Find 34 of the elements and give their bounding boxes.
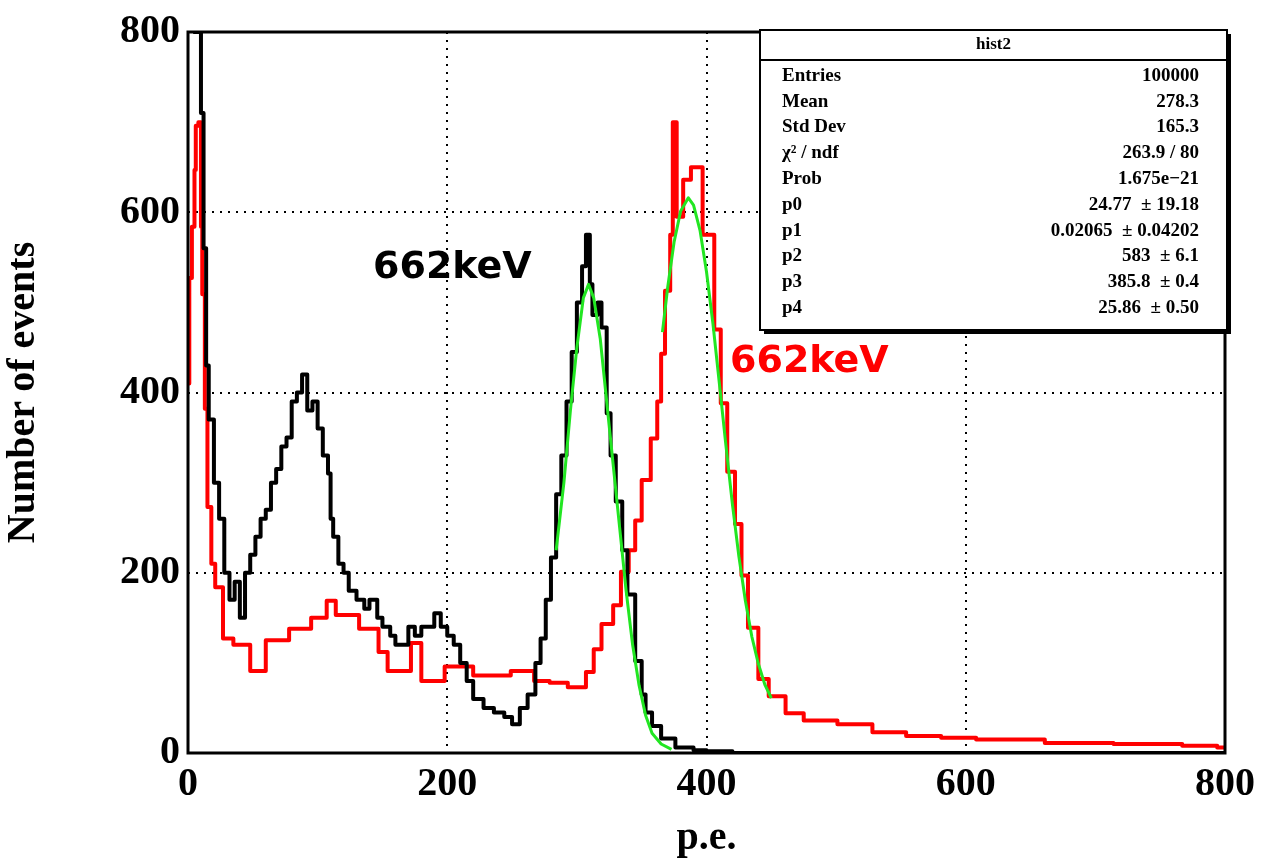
annotation: 385.8 ± 0.4 — [1107, 270, 1200, 292]
annotation: 25.86 ± 0.50 — [1098, 296, 1199, 318]
annotation: 583 ± 6.1 — [1122, 244, 1199, 266]
annotation: 263.9 / 80 — [1122, 141, 1199, 163]
x-tick-label: 800 — [1195, 759, 1255, 805]
annotation: p3 — [782, 270, 803, 292]
annotation: 24.77 ± 19.18 — [1088, 192, 1199, 214]
y-tick-label: 600 — [120, 186, 180, 232]
annotation: Entries — [782, 63, 842, 85]
annotation: hist2 — [976, 34, 1011, 54]
y-tick-label: 400 — [120, 366, 180, 412]
x-tick-label: 200 — [417, 759, 478, 805]
y-tick-label: 0 — [160, 727, 180, 773]
annotation: 165.3 — [1156, 115, 1199, 137]
annotation: p4 — [782, 296, 803, 318]
annotation: p2 — [782, 244, 803, 266]
x-tick-label: 400 — [676, 759, 737, 805]
annotation: p0 — [782, 192, 803, 214]
x-tick-label: 600 — [935, 759, 996, 805]
annotation: 662keV — [730, 336, 890, 381]
annotation: 662keV — [373, 242, 533, 287]
annotation: p1 — [782, 218, 803, 240]
annotation: 1.675e−21 — [1117, 167, 1199, 189]
annotation: Prob — [782, 167, 822, 189]
annotation: 100000 — [1142, 63, 1199, 85]
annotation: 0.02065 ± 0.04202 — [1050, 218, 1199, 240]
x-axis-title: p.e. — [676, 813, 737, 859]
y-axis-title: Number of events — [0, 241, 44, 544]
annotation: Std Dev — [782, 115, 847, 137]
annotation: χ² / ndf — [781, 141, 840, 163]
annotation: 278.3 — [1156, 89, 1199, 111]
y-tick-label: 800 — [120, 6, 180, 52]
y-tick-label: 200 — [120, 547, 180, 593]
annotation: Mean — [782, 89, 829, 111]
